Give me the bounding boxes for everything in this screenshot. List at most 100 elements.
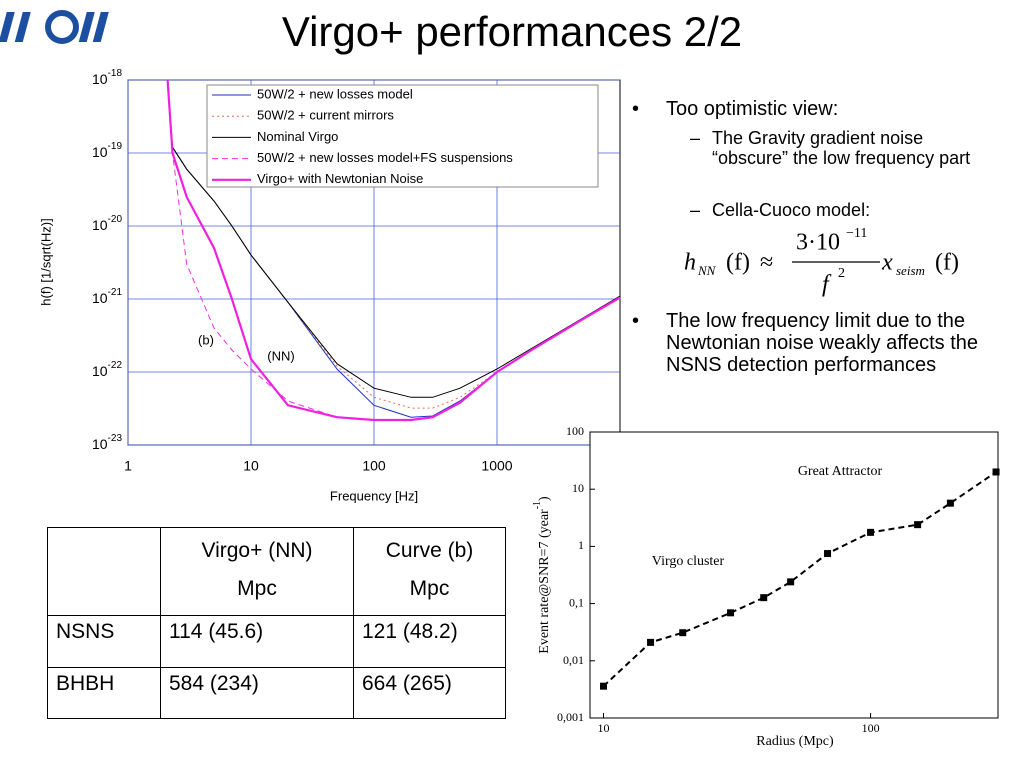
legend-label: 50W/2 + current mirrors: [257, 108, 394, 123]
chart: 0,001 0,01 0,1 1 10 100 10 100 Radius (Mpc) Event…: [532, 424, 1000, 749]
formula-rhs: x: [881, 250, 893, 276]
x-tick-label: 10: [243, 458, 259, 474]
marker: [760, 594, 768, 602]
legend-label: 50W/2 + new losses model+FS suspensions: [257, 150, 513, 165]
results-table: Virgo+ (NN) Mpc Curve (b) Mpc NSNS 114 (45.…: [47, 527, 506, 719]
tick-base: 10: [92, 290, 108, 306]
sub-mark: –: [690, 200, 701, 220]
marker: [946, 499, 954, 507]
tick-base: 10: [92, 144, 108, 160]
plot-frame: [589, 431, 999, 719]
sub-bullet: Cella-Cuoco model:: [712, 200, 871, 220]
legend-label: 50W/2 + new losses model: [257, 86, 413, 101]
tick-base: 0,001: [557, 710, 584, 724]
y-tick-label: 10: [572, 481, 584, 495]
formula-sub: seism: [896, 263, 925, 278]
logo: [0, 10, 109, 44]
formula-lhs: h: [684, 250, 696, 276]
formula: h NN (f) ≈3·10 −11 f 2 x seism (f): [684, 226, 959, 297]
slide-title: Virgo+ performances 2/2: [281, 8, 743, 55]
y-tick-label: 10-20: [92, 214, 122, 233]
legend-box: [206, 84, 599, 188]
bullet: Too optimistic view:: [666, 98, 839, 120]
x-tick-label: 100: [362, 458, 386, 474]
marker: [867, 528, 875, 536]
formula-exp: −11: [846, 226, 867, 241]
sub-bullet: The Gravity gradient noise “obscure” the…: [712, 128, 971, 168]
x-tick-label: 10: [598, 721, 610, 735]
bullet-mark: •: [632, 310, 640, 332]
legend-label: Virgo+ with Newtonian Noise: [257, 171, 423, 186]
column-unit: Mpc: [237, 577, 277, 600]
y-tick-label: 0,01: [563, 653, 584, 667]
bullet-mark: •: [632, 98, 640, 120]
tick-exponent: -20: [108, 214, 123, 225]
formula-den-exp: 2: [838, 266, 845, 281]
y-tick-label: 10-21: [92, 287, 122, 306]
annotation: Virgo cluster: [652, 554, 725, 569]
y-axis-label: h(f) [1/sqrt(Hz)]: [38, 218, 53, 305]
marker: [600, 682, 608, 690]
header-cell: Virgo+ (NN) Mpc: [160, 527, 354, 616]
tick-base: 0,01: [563, 653, 584, 667]
column-name: Virgo+ (NN): [201, 539, 313, 562]
column-name: Curve (b): [385, 539, 474, 562]
annotation: (NN): [267, 348, 294, 363]
marker: [824, 550, 832, 558]
data-line: [166, 79, 621, 422]
tick-exponent: -18: [108, 68, 123, 79]
y-tick-label: 10-22: [92, 360, 122, 379]
x-axis-label: Frequency [Hz]: [330, 488, 418, 503]
x-tick-label: 1: [124, 458, 132, 474]
tick-exponent: -21: [108, 287, 123, 298]
label-exponent: -1: [532, 501, 543, 509]
bullet: The low frequency limit due to the Newto…: [666, 310, 979, 376]
tick-exponent: -22: [108, 360, 123, 371]
formula-approx: ≈: [760, 250, 773, 276]
tick-exponent: -19: [108, 141, 123, 152]
legend-label: Nominal Virgo: [257, 129, 338, 144]
tick-base: 10: [92, 217, 108, 233]
marker: [647, 638, 655, 646]
marker: [992, 468, 1000, 476]
cell: 584 (234): [160, 667, 354, 719]
formula-arg: (f): [726, 250, 750, 276]
formula-num: 3·10: [796, 230, 840, 256]
annotation: (b): [198, 332, 214, 347]
y-tick-label: 0,1: [569, 595, 584, 609]
tick-base: 10: [92, 71, 108, 87]
y-tick-label: 10-18: [92, 68, 122, 87]
y-axis-label: Event rate@SNR=7 (year-1): [532, 496, 552, 654]
label-close: ): [537, 496, 552, 501]
marker: [914, 521, 922, 529]
y-tick-label: 100: [566, 424, 584, 438]
data-line: [602, 471, 997, 687]
cell: 114 (45.6): [160, 615, 354, 668]
corner-cell: [47, 527, 161, 616]
x-tick-label: 1000: [481, 458, 512, 474]
header-cell: Curve (b) Mpc: [353, 527, 506, 616]
x-axis-label: Radius (Mpc): [756, 734, 834, 749]
formula-arg: (f): [935, 250, 959, 276]
tick-base: 0,1: [569, 595, 584, 609]
annotation: Great Attractor: [798, 464, 883, 479]
y-tick-label: 10-19: [92, 141, 122, 160]
formula-den: f: [822, 272, 832, 298]
x-tick-label: 100: [862, 721, 880, 735]
cell: 121 (48.2): [353, 615, 506, 668]
tick-base: 10: [92, 436, 108, 452]
tick-base: 10: [92, 363, 108, 379]
y-tick-label: 0,001: [557, 710, 584, 724]
label-text: Event rate@SNR=7 (year: [537, 509, 552, 654]
marker: [787, 578, 795, 586]
sub-mark: –: [690, 128, 701, 148]
y-tick-label: 1: [578, 538, 584, 552]
formula-sub: NN: [697, 263, 717, 278]
y-tick-label: 10-23: [92, 433, 122, 452]
marker: [679, 629, 687, 637]
cell: 664 (265): [353, 667, 506, 719]
cell: NSNS: [47, 615, 161, 668]
